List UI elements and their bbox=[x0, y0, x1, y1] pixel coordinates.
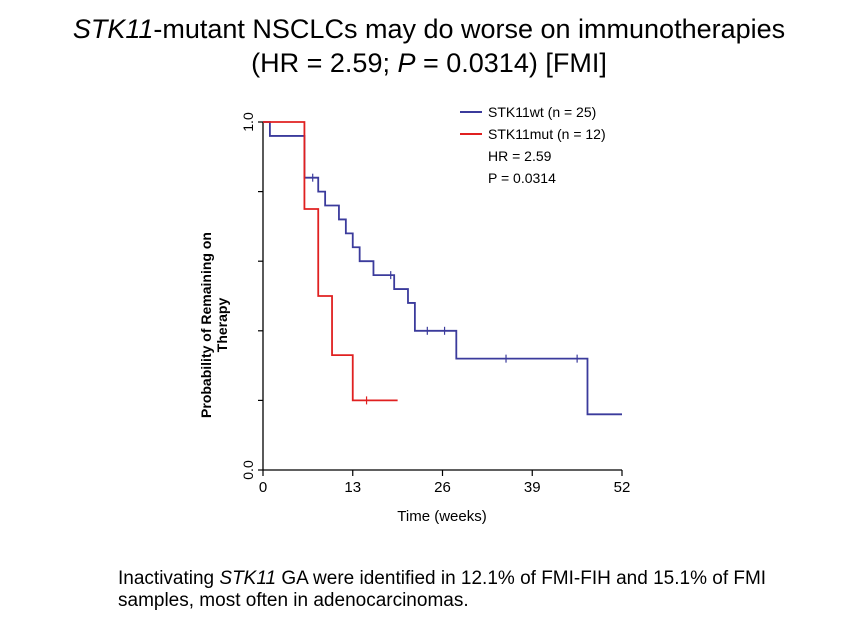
title-line1-rest: -mutant NSCLCs may do worse on immunothe… bbox=[153, 14, 786, 44]
y-tick-label: 1.0 bbox=[240, 112, 256, 132]
title-gene: STK11 bbox=[72, 14, 154, 44]
x-tick-label: 0 bbox=[259, 479, 267, 496]
stat-annotation: P = 0.0314 bbox=[488, 170, 556, 186]
stat-annotation: HR = 2.59 bbox=[488, 148, 552, 164]
title-p-symbol: P bbox=[397, 48, 416, 78]
legend-label: STK11mut (n = 12) bbox=[488, 126, 606, 142]
caption-post: GA were identified in 12.1% of FMI-FIH a… bbox=[118, 568, 767, 611]
title-line-2: (HR = 2.59; P = 0.0314) [FMI] bbox=[0, 46, 858, 80]
x-tick-label: 52 bbox=[614, 479, 631, 496]
caption-pre: Inactivating bbox=[118, 568, 220, 589]
title-line2-pre: (HR = 2.59; bbox=[251, 48, 398, 78]
x-axis-label: Time (weeks) bbox=[397, 508, 486, 525]
y-axis-label-line-1: Probability of Remaining on bbox=[198, 232, 214, 418]
survival-curves bbox=[263, 121, 622, 416]
legend-label: STK11wt (n = 25) bbox=[488, 104, 596, 120]
x-tick-label: 13 bbox=[344, 479, 361, 496]
chart-axes: 0 13 26 39 52 0.0 1.0 bbox=[240, 112, 630, 496]
title-line-1: STK11-mutant NSCLCs may do worse on immu… bbox=[0, 12, 858, 46]
x-tick-label: 39 bbox=[524, 479, 541, 496]
series-line-wt bbox=[263, 121, 622, 416]
y-axis-label-line-2: Therapy bbox=[214, 298, 230, 353]
kaplan-meier-chart: 0 13 26 39 52 0.0 1.0 STK11wt (n = 25) STK11mut… bbox=[198, 104, 630, 525]
chart-title: STK11-mutant NSCLCs may do worse on immu… bbox=[0, 12, 858, 80]
x-tick-label: 26 bbox=[434, 479, 451, 496]
series-line-mut bbox=[263, 121, 398, 402]
caption-gene: STK11 bbox=[219, 568, 277, 589]
title-line2-post: = 0.0314) [FMI] bbox=[415, 48, 607, 78]
y-tick-label: 0.0 bbox=[240, 460, 256, 480]
caption: Inactivating STK11 GA were identified in… bbox=[118, 568, 818, 612]
legend: STK11wt (n = 25) STK11mut (n = 12) HR = 2.… bbox=[460, 104, 606, 186]
